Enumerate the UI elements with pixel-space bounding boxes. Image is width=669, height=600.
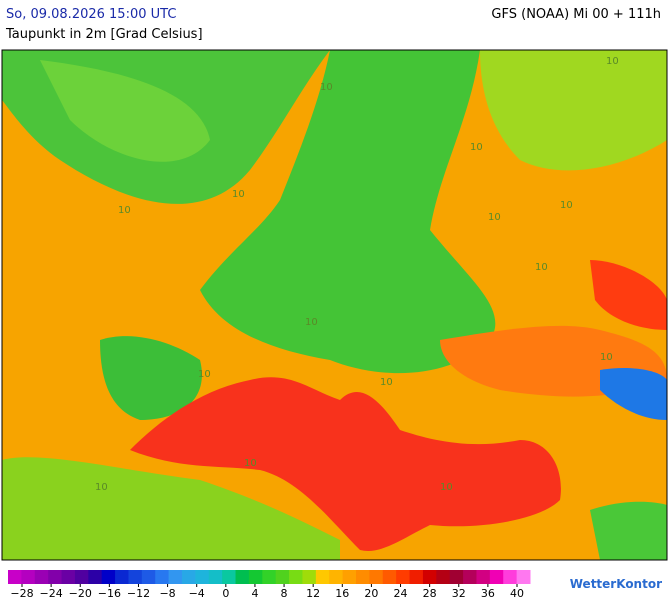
colorbar-tick-label: 32: [452, 587, 466, 600]
contour-label: 10: [118, 205, 131, 216]
red-caspian: [590, 260, 667, 330]
map-frame: [1, 49, 668, 561]
colorbar-swatch: [34, 570, 49, 584]
colorbar-swatch: [302, 570, 317, 584]
green-northeast: [480, 50, 667, 171]
colorbar-swatch: [128, 570, 143, 584]
colorbar-swatch: [503, 570, 518, 584]
contour-label: 10: [244, 458, 257, 469]
green-southeast: [590, 501, 667, 560]
colorbar-swatch: [155, 570, 170, 584]
contour-label: 10: [488, 212, 501, 223]
colorbar-tick-label: 12: [306, 587, 320, 600]
contour-label: 10: [305, 317, 318, 328]
colorbar-tick-label: −28: [10, 587, 33, 600]
parameter: Taupunkt in 2m [Grad Celsius]: [5, 27, 203, 42]
colorbar-swatch: [208, 570, 223, 584]
red-mediterranean: [130, 377, 561, 551]
brand: WetterKontor: [570, 577, 662, 591]
valid-time: So, 09.08.2026 15:00 UTC: [6, 7, 176, 22]
contour-label: 10: [600, 352, 613, 363]
colorbar-swatch: [168, 570, 183, 584]
green-europe: [200, 50, 496, 374]
colorbar-tick-label: 4: [251, 587, 258, 600]
colorbar-tick-label: −8: [159, 587, 175, 600]
colorbar-swatch: [8, 570, 22, 584]
colorbar-tick-label: 0: [222, 587, 229, 600]
colorbar-swatch: [141, 570, 156, 584]
colorbar-tick-label: 24: [394, 587, 408, 600]
colorbar-swatch: [356, 570, 370, 584]
colorbar-swatch: [248, 570, 263, 584]
colorbar-tick-label: −4: [189, 587, 205, 600]
colorbar-tick-label: −24: [40, 587, 63, 600]
colorbar-swatch: [449, 570, 464, 584]
colorbar-swatch: [48, 570, 63, 584]
colorbar-swatch: [275, 570, 290, 584]
colorbar-tick-label: −12: [127, 587, 150, 600]
contour-label: 10: [95, 482, 108, 493]
colorbar-tick-label: −16: [98, 587, 121, 600]
colorbar-swatch: [396, 570, 411, 584]
colorbar-swatch: [315, 570, 330, 584]
green-africa: [2, 457, 340, 560]
colorbar-swatch: [329, 570, 344, 584]
colorbar-swatch: [222, 570, 237, 584]
contour-label: 10: [606, 56, 619, 67]
green-iberia: [100, 336, 202, 420]
colorbar-swatch: [342, 570, 357, 584]
colorbar-swatch: [21, 570, 36, 584]
colorbar-swatch: [489, 570, 504, 584]
colorbar-tick-label: 20: [364, 587, 378, 600]
colorbar-swatch: [436, 570, 451, 584]
contour-label: 10: [470, 142, 483, 153]
colorbar-tick-label: 40: [510, 587, 524, 600]
contour-label: 10: [535, 262, 548, 273]
colorbar-tick-label: 8: [281, 587, 288, 600]
colorbar-swatch: [409, 570, 424, 584]
contour-label: 10: [232, 189, 245, 200]
colorbar-swatch: [476, 570, 491, 584]
colorbar-swatch: [195, 570, 210, 584]
colorbar-swatch: [369, 570, 384, 584]
colorbar-tick-label: 36: [481, 587, 495, 600]
colorbar-swatch: [262, 570, 277, 584]
colorbar-tick-label: 16: [335, 587, 349, 600]
map: 10 10 10 10 10 10 10 10 10 10 10 10 10 10 10: [1, 49, 668, 561]
blue-region: [600, 368, 667, 420]
colorbar-swatch: [463, 570, 477, 584]
contour-label: 10: [380, 377, 393, 388]
colorbar-swatch: [382, 570, 397, 584]
colorbar-swatch: [422, 570, 437, 584]
colorbar-swatch: [516, 570, 531, 584]
contour-label: 10: [198, 369, 211, 380]
colorbar-swatch: [101, 570, 116, 584]
colorbar-tick-label: −20: [69, 587, 92, 600]
colorbar-swatch: [115, 570, 129, 584]
colorbar: −28 −24 −20 −16 −12 −8 −4 0 4 8 12 16 20 24 28 32 36 40: [8, 570, 531, 600]
colorbar-tick-label: 28: [423, 587, 437, 600]
colorbar-swatch: [61, 570, 76, 584]
model-run: GFS (NOAA) Mi 00 + 111h: [491, 7, 661, 22]
colorbar-swatch: [88, 570, 103, 584]
colorbar-swatch: [289, 570, 303, 584]
colorbar-swatch: [182, 570, 196, 584]
colorbar-swatch: [74, 570, 89, 584]
colorbar-swatch: [235, 570, 250, 584]
contour-label: 10: [320, 82, 333, 93]
contour-label: 10: [440, 482, 453, 493]
green-region: [40, 60, 210, 162]
contour-label: 10: [560, 200, 573, 211]
